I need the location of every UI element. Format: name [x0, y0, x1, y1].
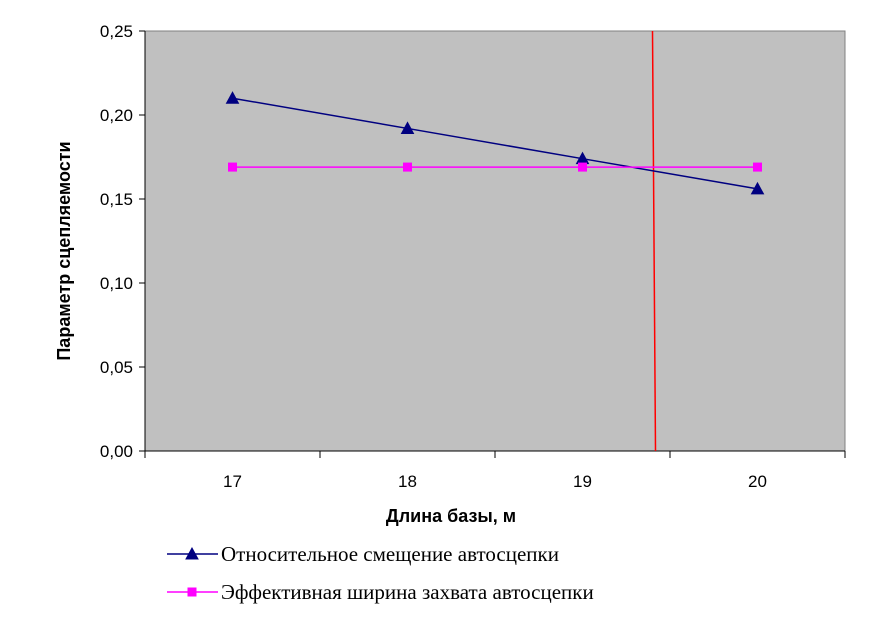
data-point [400, 121, 415, 134]
data-point [225, 91, 240, 104]
x-axis: 17 18 19 20 [144, 450, 846, 491]
y-tick-label: 0,05 [100, 358, 133, 377]
legend-label: Относительное смещение автосцепки [221, 542, 559, 566]
data-point [753, 162, 762, 172]
legend-label: Эффективная ширина захвата автосцепки [221, 580, 594, 604]
y-axis: 0,00 0,05 0,10 0,15 0,20 0,25 [100, 22, 146, 461]
data-point [750, 181, 765, 195]
reference-line-mark [651, 30, 657, 452]
x-axis-title: Длина базы, м [386, 506, 516, 526]
data-point [403, 162, 412, 172]
legend: Относительное смещение автосцепки Эффекти… [167, 542, 594, 604]
legend-item: Эффективная ширина захвата автосцепки [167, 580, 594, 604]
series-group [225, 91, 765, 195]
x-tick-label: 17 [223, 472, 242, 491]
data-point [578, 162, 587, 172]
x-tick-label: 18 [398, 472, 417, 491]
y-tick-label: 0,20 [100, 106, 133, 125]
y-axis-title: Параметр сцепляемости [54, 141, 74, 360]
data-point [228, 162, 237, 172]
plot-area [144, 30, 846, 452]
y-tick-label: 0,15 [100, 190, 133, 209]
series-1 [225, 91, 765, 195]
y-tick-label: 0,00 [100, 442, 133, 461]
x-tick-label: 20 [748, 472, 767, 491]
y-tick-label: 0,25 [100, 22, 133, 41]
legend-item: Относительное смещение автосцепки [167, 542, 559, 566]
legend-marker [187, 587, 197, 597]
reference-line [651, 30, 657, 452]
legend-marker [185, 546, 199, 560]
x-tick-label: 19 [573, 472, 592, 491]
series-2 [228, 162, 762, 172]
series-line [232, 97, 758, 190]
y-tick-label: 0,10 [100, 274, 133, 293]
